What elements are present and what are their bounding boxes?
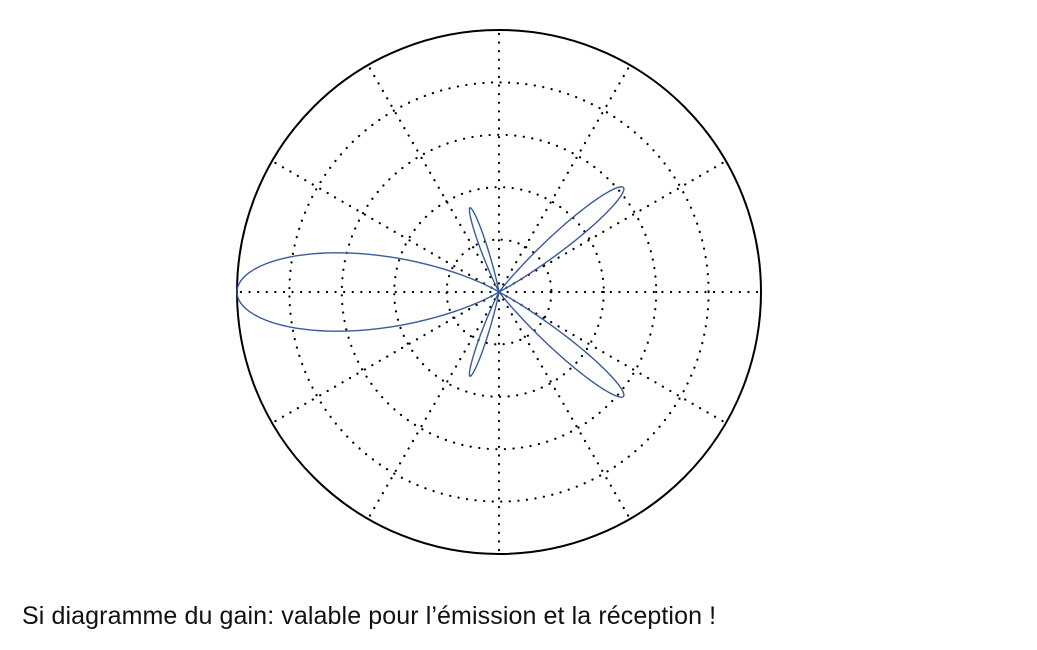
radiation-lobe	[498, 291, 625, 398]
radiation-lobe	[236, 252, 500, 332]
radiation-lobe	[468, 291, 500, 377]
angular-gridline	[271, 159, 501, 294]
angular-gridline	[271, 290, 501, 425]
radial-gridline	[340, 133, 658, 451]
caption-text: Si diagramme du gain: valable pour l’émi…	[22, 602, 717, 630]
polar-grid	[235, 28, 763, 556]
angular-gridline	[497, 290, 727, 425]
radial-gridline	[393, 186, 605, 398]
radial-gridline	[288, 81, 710, 503]
radiation-lobe	[498, 186, 625, 293]
polar-radiation-diagram	[235, 28, 763, 556]
radiation-pattern	[236, 186, 625, 398]
radiation-lobe	[468, 207, 500, 293]
angular-gridline	[366, 290, 501, 520]
angular-gridline	[497, 159, 727, 294]
angular-gridline	[497, 64, 632, 294]
angular-gridline	[497, 290, 632, 520]
angular-gridline	[366, 64, 501, 294]
